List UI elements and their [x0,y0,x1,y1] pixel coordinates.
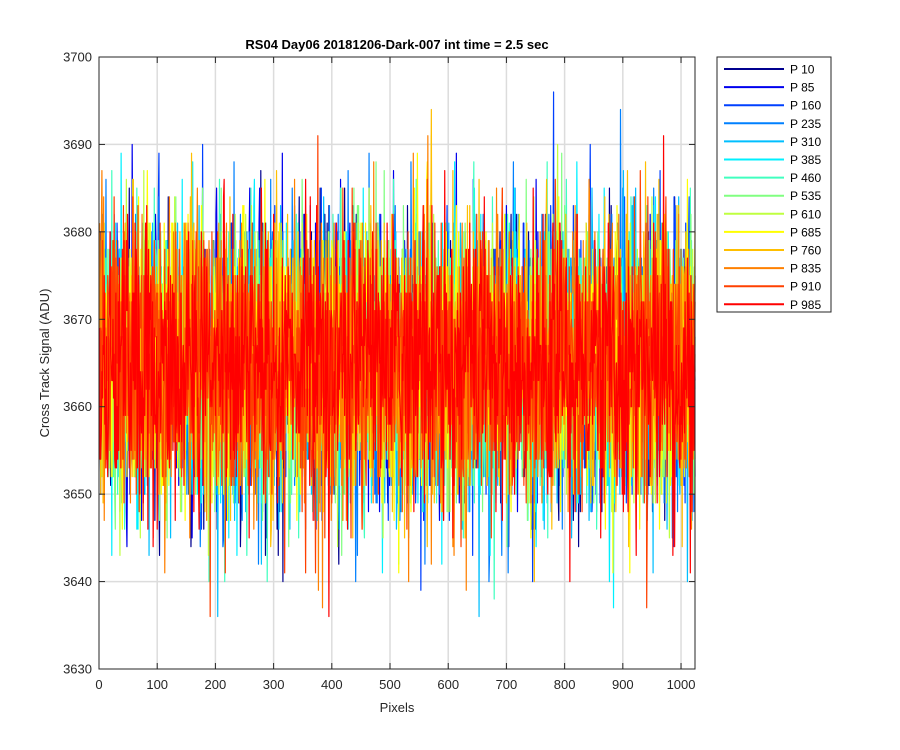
x-tick-label: 0 [95,677,102,692]
legend-label: P 385 [790,153,821,167]
x-tick-label: 600 [437,677,459,692]
y-tick-label: 3670 [63,312,92,327]
y-tick-label: 3640 [63,574,92,589]
x-axis-label: Pixels [380,700,415,715]
x-tick-label: 500 [379,677,401,692]
legend-label: P 610 [790,207,821,221]
x-tick-label: 900 [612,677,634,692]
y-tick-label: 3690 [63,137,92,152]
legend-label: P 235 [790,117,821,131]
y-tick-labels: 3630 3640 3650 3660 3670 3680 3690 3700 [63,50,92,677]
legend-label: P 460 [790,171,821,185]
x-tick-label: 200 [205,677,227,692]
legend-label: P 535 [790,189,821,203]
legend-label: P 685 [790,225,821,239]
x-tick-labels: 0 100 200 300 400 500 600 700 800 900 1000 [95,677,695,692]
legend-label: P 760 [790,244,821,258]
series-line-p910 [98,135,696,618]
legend-label: P 835 [790,262,821,276]
legend-label: P 985 [790,298,821,312]
x-tick-label: 400 [321,677,343,692]
y-tick-label: 3650 [63,487,92,502]
legend-label: P 910 [790,280,821,294]
y-tick-label: 3630 [63,662,92,677]
series-lines [98,91,696,618]
legend-label: P 10 [790,63,815,77]
x-tick-label: 1000 [667,677,696,692]
x-tick-label: 700 [496,677,518,692]
y-tick-label: 3680 [63,224,92,239]
x-tick-label: 100 [146,677,168,692]
legend-label: P 160 [790,99,821,113]
legend-label: P 85 [790,81,815,95]
legend-label: P 310 [790,135,821,149]
y-tick-label: 3660 [63,399,92,414]
y-axis-label: Cross Track Signal (ADU) [37,289,52,438]
series-line-p985 [98,135,696,618]
axis-ticks [98,56,695,670]
x-tick-label: 300 [263,677,285,692]
plot-frame [98,56,696,670]
legend-box [716,56,832,313]
chart-title: RS04 Day06 20181206-Dark-007 int time = … [245,37,548,52]
y-tick-label: 3700 [63,50,92,65]
legend: P 10 P 85 P 160 P 235 P 310 P 385 P 460 P 535 P … [716,56,832,313]
x-tick-label: 800 [554,677,576,692]
